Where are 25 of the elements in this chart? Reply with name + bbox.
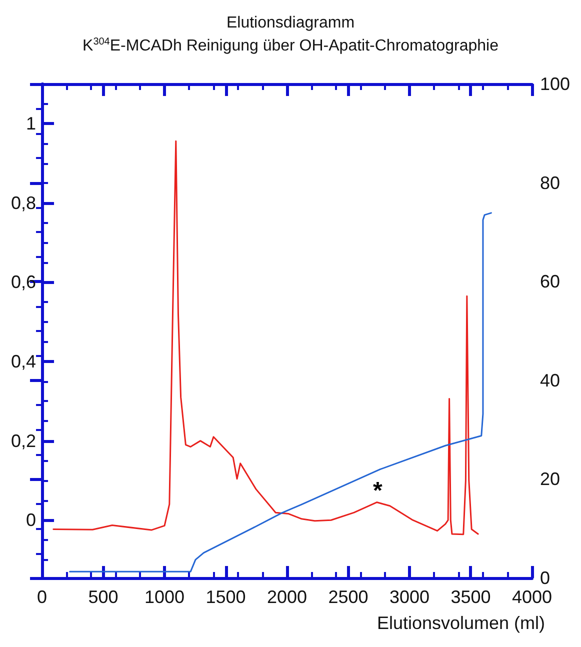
annotation: * <box>373 478 383 504</box>
y2-tick-label: 60 <box>540 272 560 292</box>
x-tick-label: 1000 <box>144 587 185 607</box>
y-tick-label: 0,2 <box>10 430 36 451</box>
y-tick-label: 0 <box>26 510 36 530</box>
y2-tick-label: 40 <box>540 370 560 390</box>
x-tick-label: 1500 <box>206 587 246 607</box>
x-tick-label: 3500 <box>450 587 491 607</box>
x-axis-title: Elutionsvolumen (ml) <box>376 613 546 633</box>
x-tick-label: 4000 <box>512 587 552 607</box>
y-tick-label: 0,4 <box>10 352 36 372</box>
chart-title: Elutionsdiagramm <box>226 14 355 32</box>
y2-tick-label: 0 <box>540 568 550 588</box>
y-tick-label: 0,6 <box>10 272 36 292</box>
x-tick-label: 3000 <box>389 587 430 607</box>
x-tick-label: 500 <box>88 587 118 607</box>
x-tick-label: 2500 <box>328 587 368 607</box>
y-tick-label: 1 <box>26 114 36 134</box>
y-tick-label: 0,8 <box>10 192 36 213</box>
y2-tick-label: 20 <box>540 469 560 490</box>
line-series <box>52 140 479 536</box>
x-tick-label: 2000 <box>266 587 308 607</box>
y2-tick-label: 100 <box>540 74 570 94</box>
line-series <box>69 212 492 572</box>
y2-tick-label: 80 <box>540 172 560 193</box>
